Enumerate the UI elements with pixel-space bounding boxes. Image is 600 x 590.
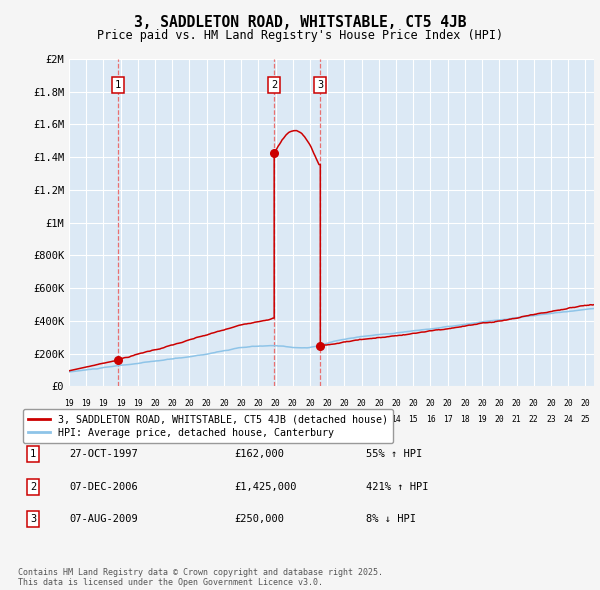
Text: 3: 3 [317,80,323,90]
Text: 08: 08 [288,415,298,424]
Text: 20: 20 [443,399,452,408]
Text: 20: 20 [253,399,263,408]
Text: 18: 18 [460,415,470,424]
Text: 3: 3 [30,514,36,524]
Text: 10: 10 [322,415,332,424]
Text: 00: 00 [150,415,160,424]
Text: 19: 19 [64,399,74,408]
Text: 09: 09 [305,415,315,424]
Text: 25: 25 [581,415,590,424]
Text: 13: 13 [374,415,384,424]
Text: 95: 95 [64,415,74,424]
Text: £162,000: £162,000 [234,450,284,459]
Text: £250,000: £250,000 [234,514,284,524]
Text: 55% ↑ HPI: 55% ↑ HPI [366,450,422,459]
Text: 98: 98 [116,415,125,424]
Text: 20: 20 [581,399,590,408]
Text: 20: 20 [512,399,521,408]
Text: 19: 19 [477,415,487,424]
Text: 02: 02 [185,415,194,424]
Text: 20: 20 [305,399,315,408]
Text: 19: 19 [82,399,91,408]
Text: 20: 20 [322,399,332,408]
Text: 2: 2 [30,482,36,491]
Text: 16: 16 [425,415,436,424]
Text: 24: 24 [563,415,573,424]
Text: 96: 96 [82,415,91,424]
Text: 20: 20 [150,399,160,408]
Text: 421% ↑ HPI: 421% ↑ HPI [366,482,428,491]
Text: 2: 2 [271,80,277,90]
Text: 11: 11 [340,415,349,424]
Text: 20: 20 [185,399,194,408]
Text: 20: 20 [529,399,539,408]
Text: 21: 21 [512,415,521,424]
Text: 99: 99 [133,415,143,424]
Text: 20: 20 [202,399,212,408]
Text: 17: 17 [443,415,452,424]
Text: 20: 20 [236,399,246,408]
Text: 20: 20 [271,399,280,408]
Text: 20: 20 [563,399,573,408]
Text: 07-AUG-2009: 07-AUG-2009 [69,514,138,524]
Text: 23: 23 [546,415,556,424]
Text: 8% ↓ HPI: 8% ↓ HPI [366,514,416,524]
Text: 1: 1 [30,450,36,459]
Text: 05: 05 [236,415,246,424]
Text: £1,425,000: £1,425,000 [234,482,296,491]
Text: 97: 97 [98,415,109,424]
Text: 07: 07 [271,415,280,424]
Text: 20: 20 [374,399,384,408]
Text: 03: 03 [202,415,212,424]
Text: 20: 20 [494,399,504,408]
Text: 20: 20 [167,399,177,408]
Text: 20: 20 [219,399,229,408]
Text: Price paid vs. HM Land Registry's House Price Index (HPI): Price paid vs. HM Land Registry's House … [97,30,503,42]
Text: 20: 20 [477,399,487,408]
Text: 06: 06 [253,415,263,424]
Text: 19: 19 [116,399,125,408]
Text: 20: 20 [409,399,418,408]
Text: 20: 20 [391,399,401,408]
Text: 19: 19 [98,399,109,408]
Legend: 3, SADDLETON ROAD, WHITSTABLE, CT5 4JB (detached house), HPI: Average price, det: 3, SADDLETON ROAD, WHITSTABLE, CT5 4JB (… [23,409,393,442]
Text: 20: 20 [460,399,470,408]
Text: 14: 14 [391,415,401,424]
Text: 27-OCT-1997: 27-OCT-1997 [69,450,138,459]
Text: 3, SADDLETON ROAD, WHITSTABLE, CT5 4JB: 3, SADDLETON ROAD, WHITSTABLE, CT5 4JB [134,15,466,30]
Text: 22: 22 [529,415,539,424]
Text: 20: 20 [357,399,367,408]
Text: 07-DEC-2006: 07-DEC-2006 [69,482,138,491]
Text: 20: 20 [546,399,556,408]
Text: 20: 20 [288,399,298,408]
Text: 20: 20 [340,399,349,408]
Text: 04: 04 [219,415,229,424]
Text: 01: 01 [167,415,177,424]
Text: 19: 19 [133,399,143,408]
Text: 20: 20 [494,415,504,424]
Text: 15: 15 [409,415,418,424]
Text: 1: 1 [115,80,121,90]
Text: Contains HM Land Registry data © Crown copyright and database right 2025.
This d: Contains HM Land Registry data © Crown c… [18,568,383,587]
Text: 20: 20 [425,399,436,408]
Text: 12: 12 [357,415,367,424]
